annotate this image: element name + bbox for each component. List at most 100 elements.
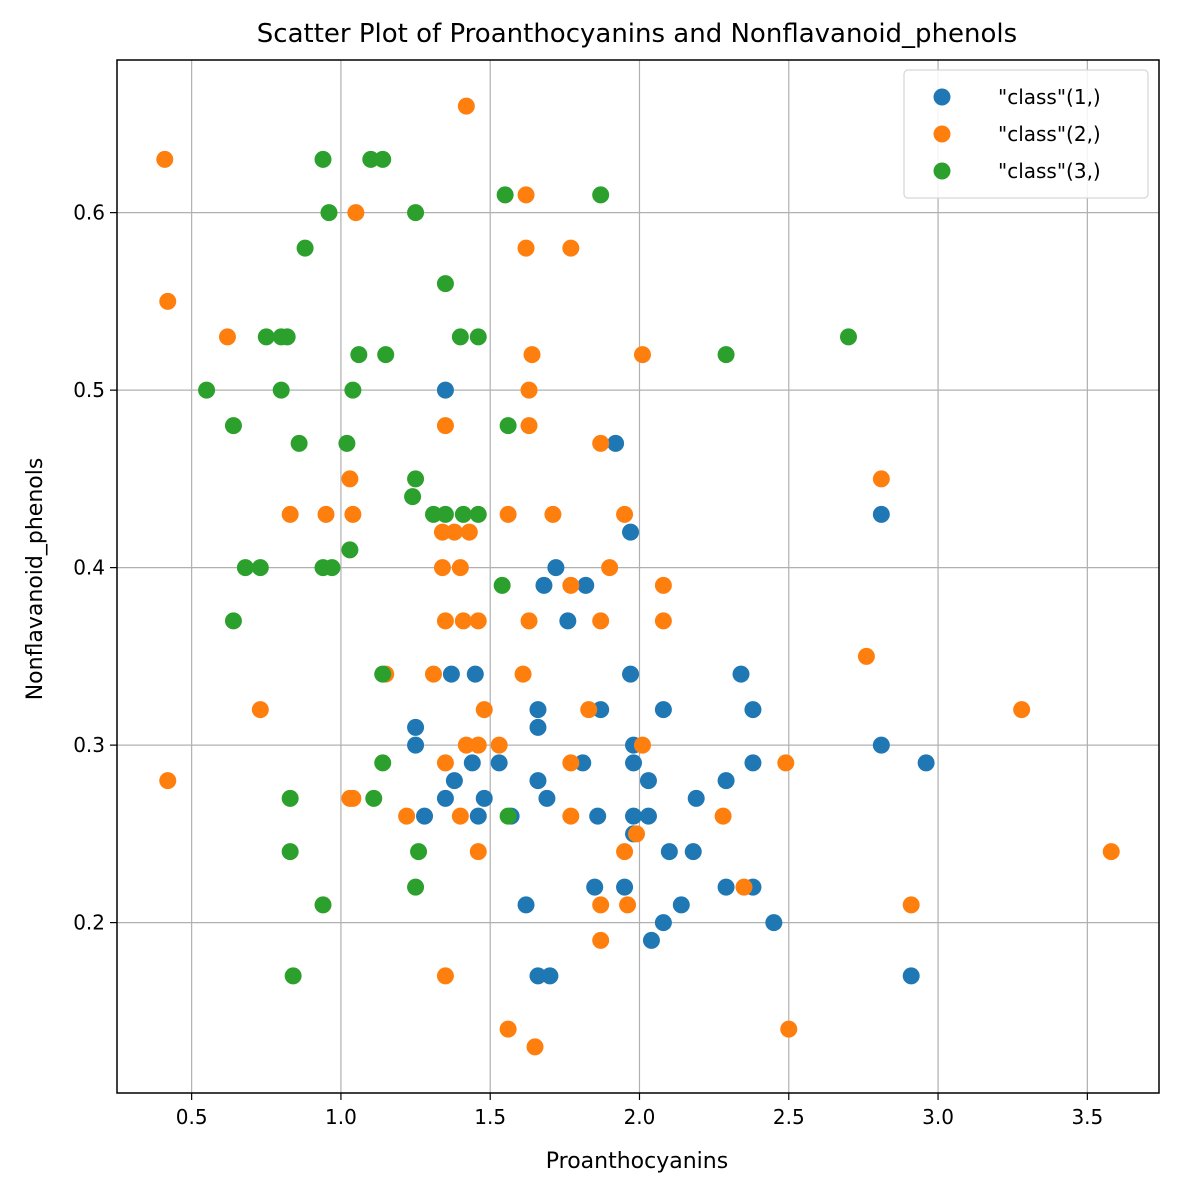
data-point bbox=[281, 505, 299, 523]
data-point bbox=[451, 328, 469, 346]
data-point bbox=[156, 150, 174, 168]
data-point bbox=[224, 612, 242, 630]
data-point bbox=[520, 612, 538, 630]
x-tick-label: 2.5 bbox=[773, 1105, 805, 1129]
legend-label: "class"(3,) bbox=[998, 159, 1101, 183]
data-point bbox=[639, 807, 657, 825]
data-point bbox=[436, 967, 454, 985]
data-point bbox=[520, 417, 538, 435]
data-point bbox=[735, 878, 753, 896]
data-point bbox=[654, 612, 672, 630]
y-axis-label: Nonflavanoid_phenols bbox=[23, 458, 48, 701]
data-point bbox=[344, 381, 362, 399]
x-tick-label: 1.0 bbox=[325, 1105, 357, 1129]
legend-marker bbox=[933, 162, 951, 180]
data-point bbox=[523, 346, 541, 364]
data-point bbox=[218, 328, 236, 346]
data-point bbox=[580, 701, 598, 719]
data-point bbox=[281, 843, 299, 861]
data-point bbox=[457, 736, 475, 754]
data-point bbox=[257, 328, 275, 346]
legend: "class"(1,) "class"(2,) "class"(3,) bbox=[903, 69, 1149, 199]
data-point bbox=[350, 346, 368, 364]
data-point bbox=[541, 967, 559, 985]
data-point bbox=[224, 417, 242, 435]
data-point bbox=[529, 967, 547, 985]
data-point bbox=[559, 612, 577, 630]
data-point bbox=[344, 505, 362, 523]
data-point bbox=[517, 186, 535, 204]
data-point bbox=[362, 150, 380, 168]
data-point bbox=[272, 381, 290, 399]
data-point bbox=[433, 523, 451, 541]
data-point bbox=[457, 97, 475, 115]
data-point bbox=[917, 754, 935, 772]
data-point bbox=[839, 328, 857, 346]
data-point bbox=[251, 559, 269, 577]
data-point bbox=[586, 878, 604, 896]
data-point bbox=[562, 754, 580, 772]
data-point bbox=[592, 434, 610, 452]
data-point bbox=[496, 186, 514, 204]
data-point bbox=[1102, 843, 1120, 861]
data-point bbox=[344, 789, 362, 807]
x-axis-label: Proanthocyanins bbox=[546, 1149, 728, 1174]
data-point bbox=[314, 150, 332, 168]
data-point bbox=[341, 541, 359, 559]
data-point bbox=[323, 559, 341, 577]
data-point bbox=[416, 807, 434, 825]
data-point bbox=[469, 843, 487, 861]
data-point bbox=[433, 559, 451, 577]
data-point bbox=[424, 665, 442, 683]
data-point bbox=[341, 470, 359, 488]
legend-box bbox=[903, 69, 1149, 199]
x-tick-label: 3.0 bbox=[922, 1105, 954, 1129]
legend-label: "class"(2,) bbox=[998, 122, 1101, 146]
data-point bbox=[159, 772, 177, 790]
y-tick-label: 0.6 bbox=[73, 201, 105, 225]
data-point bbox=[660, 843, 678, 861]
y-tick-label: 0.4 bbox=[73, 556, 105, 580]
y-tick-label: 0.5 bbox=[73, 378, 105, 402]
data-point bbox=[902, 896, 920, 914]
data-point bbox=[451, 559, 469, 577]
data-point bbox=[777, 754, 795, 772]
data-point bbox=[616, 878, 634, 896]
data-point bbox=[592, 701, 610, 719]
data-point bbox=[538, 789, 556, 807]
data-point bbox=[236, 559, 254, 577]
data-point bbox=[499, 1020, 517, 1038]
data-point bbox=[499, 417, 517, 435]
data-point bbox=[436, 612, 454, 630]
data-point bbox=[410, 843, 428, 861]
series-3 bbox=[198, 150, 857, 985]
data-point bbox=[436, 417, 454, 435]
data-point bbox=[469, 612, 487, 630]
data-point bbox=[535, 576, 553, 594]
data-point bbox=[562, 576, 580, 594]
data-point bbox=[445, 772, 463, 790]
data-point bbox=[872, 736, 890, 754]
data-point bbox=[198, 381, 216, 399]
data-point bbox=[520, 381, 538, 399]
x-axis-ticks: 0.5 1.0 1.5 2.0 2.5 3.0 3.5 bbox=[176, 1093, 1103, 1129]
y-axis-ticks: 0.2 0.3 0.4 0.5 0.6 bbox=[73, 201, 117, 935]
data-point bbox=[347, 204, 365, 222]
data-point bbox=[407, 470, 425, 488]
data-point bbox=[857, 647, 875, 665]
data-point bbox=[526, 1038, 544, 1056]
data-point bbox=[377, 346, 395, 364]
data-point bbox=[654, 701, 672, 719]
data-point bbox=[872, 505, 890, 523]
data-point bbox=[1013, 701, 1031, 719]
data-point bbox=[469, 736, 487, 754]
data-point bbox=[732, 665, 750, 683]
data-point bbox=[296, 239, 314, 257]
data-point bbox=[424, 505, 442, 523]
data-point bbox=[616, 505, 634, 523]
data-point bbox=[514, 665, 532, 683]
data-point bbox=[466, 665, 484, 683]
data-point bbox=[475, 701, 493, 719]
